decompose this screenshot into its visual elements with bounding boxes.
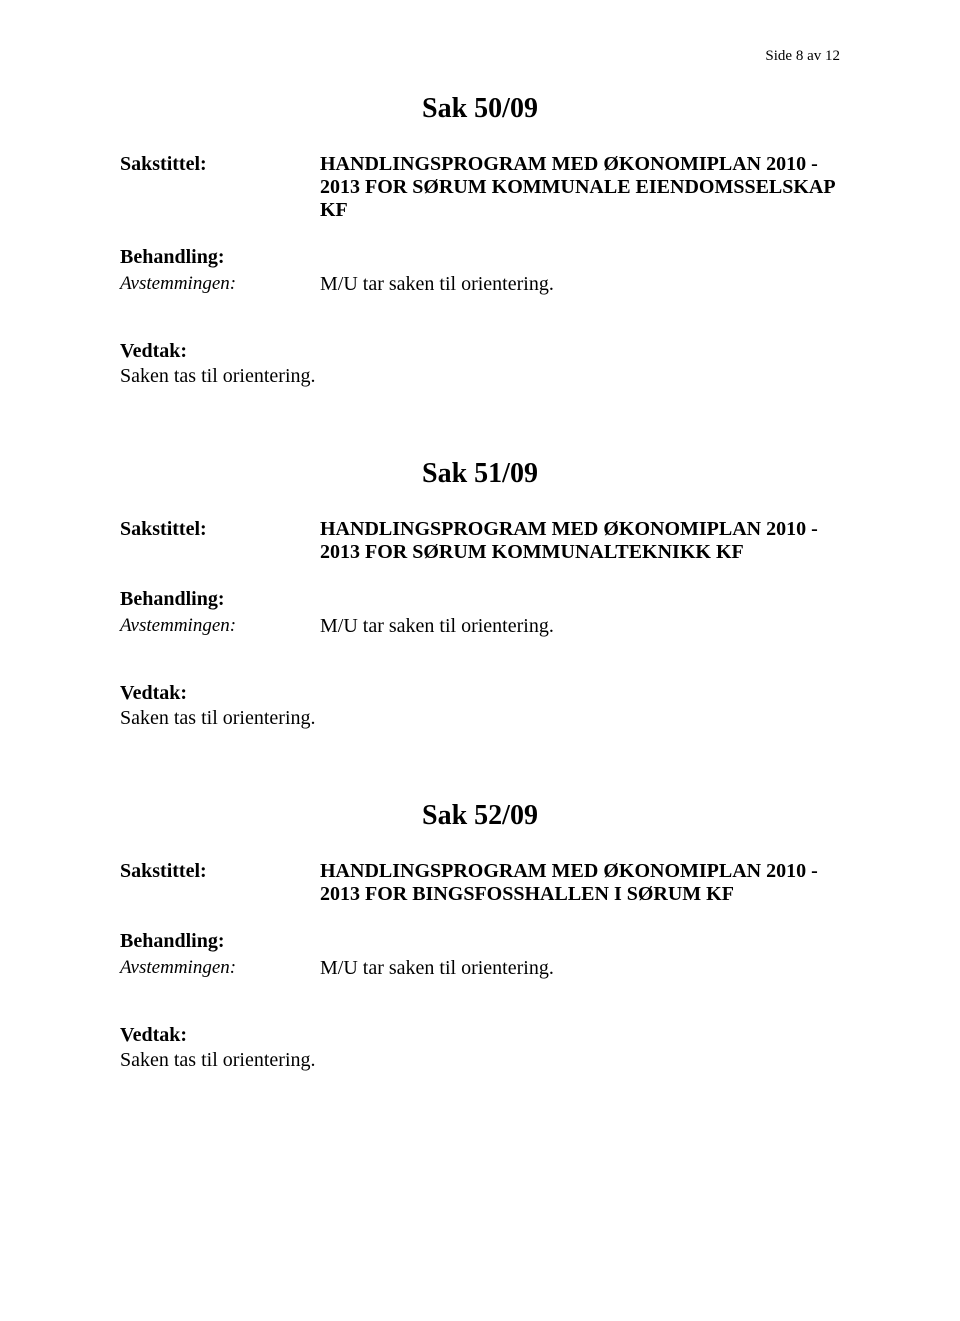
- behandling-row: Behandling:: [120, 246, 840, 269]
- avstemmingen-value: M/U tar saken til orientering.: [320, 957, 840, 980]
- behandling-block: Behandling: Avstemmingen: M/U tar saken …: [120, 930, 840, 980]
- avstemmingen-label: Avstemmingen:: [120, 615, 320, 637]
- case-section: Sak 50/09 Sakstittel: HANDLINGSPROGRAM M…: [120, 93, 840, 388]
- case-number: Sak 52/09: [120, 800, 840, 832]
- vedtak-block: Vedtak: Saken tas til orientering.: [120, 340, 840, 388]
- avstemmingen-label: Avstemmingen:: [120, 273, 320, 295]
- sakstittel-row: Sakstittel: HANDLINGSPROGRAM MED ØKONOMI…: [120, 518, 840, 564]
- sakstittel-label: Sakstittel:: [120, 860, 320, 883]
- case-number: Sak 50/09: [120, 93, 840, 125]
- case-section: Sak 52/09 Sakstittel: HANDLINGSPROGRAM M…: [120, 800, 840, 1072]
- vedtak-label: Vedtak:: [120, 682, 840, 705]
- vedtak-block: Vedtak: Saken tas til orientering.: [120, 682, 840, 730]
- vedtak-value: Saken tas til orientering.: [120, 1049, 840, 1072]
- page-number-header: Side 8 av 12: [120, 48, 840, 65]
- document-page: Side 8 av 12 Sak 50/09 Sakstittel: HANDL…: [0, 0, 960, 1321]
- sakstittel-value: HANDLINGSPROGRAM MED ØKONOMIPLAN 2010 - …: [320, 518, 840, 564]
- avstemmingen-row: Avstemmingen: M/U tar saken til orienter…: [120, 615, 840, 638]
- behandling-label: Behandling:: [120, 930, 320, 953]
- avstemmingen-row: Avstemmingen: M/U tar saken til orienter…: [120, 957, 840, 980]
- sakstittel-row: Sakstittel: HANDLINGSPROGRAM MED ØKONOMI…: [120, 860, 840, 906]
- title-block: Sakstittel: HANDLINGSPROGRAM MED ØKONOMI…: [120, 860, 840, 906]
- avstemmingen-label: Avstemmingen:: [120, 957, 320, 979]
- vedtak-block: Vedtak: Saken tas til orientering.: [120, 1024, 840, 1072]
- behandling-row: Behandling:: [120, 930, 840, 953]
- behandling-block: Behandling: Avstemmingen: M/U tar saken …: [120, 246, 840, 296]
- vedtak-value: Saken tas til orientering.: [120, 707, 840, 730]
- avstemmingen-value: M/U tar saken til orientering.: [320, 273, 840, 296]
- avstemmingen-value: M/U tar saken til orientering.: [320, 615, 840, 638]
- vedtak-label: Vedtak:: [120, 1024, 840, 1047]
- case-number: Sak 51/09: [120, 458, 840, 490]
- title-block: Sakstittel: HANDLINGSPROGRAM MED ØKONOMI…: [120, 518, 840, 564]
- behandling-label: Behandling:: [120, 588, 320, 611]
- behandling-block: Behandling: Avstemmingen: M/U tar saken …: [120, 588, 840, 638]
- behandling-row: Behandling:: [120, 588, 840, 611]
- title-block: Sakstittel: HANDLINGSPROGRAM MED ØKONOMI…: [120, 153, 840, 222]
- sakstittel-value: HANDLINGSPROGRAM MED ØKONOMIPLAN 2010 - …: [320, 860, 840, 906]
- sakstittel-row: Sakstittel: HANDLINGSPROGRAM MED ØKONOMI…: [120, 153, 840, 222]
- behandling-label: Behandling:: [120, 246, 320, 269]
- vedtak-label: Vedtak:: [120, 340, 840, 363]
- sakstittel-label: Sakstittel:: [120, 518, 320, 541]
- vedtak-value: Saken tas til orientering.: [120, 365, 840, 388]
- sakstittel-value: HANDLINGSPROGRAM MED ØKONOMIPLAN 2010 - …: [320, 153, 840, 222]
- sakstittel-label: Sakstittel:: [120, 153, 320, 176]
- avstemmingen-row: Avstemmingen: M/U tar saken til orienter…: [120, 273, 840, 296]
- case-section: Sak 51/09 Sakstittel: HANDLINGSPROGRAM M…: [120, 458, 840, 730]
